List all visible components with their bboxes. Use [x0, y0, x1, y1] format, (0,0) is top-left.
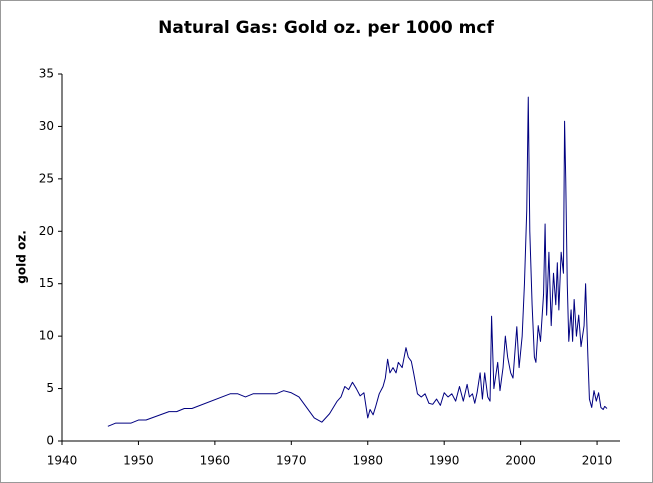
y-axis-label: gold oz. — [15, 230, 29, 284]
y-tick-label: 30 — [39, 119, 54, 133]
chart-title: Natural Gas: Gold oz. per 1000 mcf — [158, 18, 494, 38]
x-tick-label: 1960 — [200, 454, 231, 468]
x-tick-label: 1970 — [276, 454, 307, 468]
y-tick-label: 5 — [46, 381, 54, 395]
y-tick-label: 0 — [46, 434, 54, 448]
data-line — [107, 96, 608, 427]
x-tick-label: 1940 — [47, 454, 78, 468]
y-tick-label: 35 — [39, 67, 54, 81]
y-tick-label: 25 — [39, 171, 54, 185]
x-tick-label: 1990 — [429, 454, 460, 468]
x-tick-label: 1980 — [352, 454, 383, 468]
y-tick-label: 15 — [39, 276, 54, 290]
x-tick-label: 2010 — [582, 454, 613, 468]
x-tick-label: 2000 — [505, 454, 536, 468]
x-tick-label: 1950 — [123, 454, 154, 468]
y-tick-label: 20 — [39, 224, 54, 238]
y-tick-label: 10 — [39, 329, 54, 343]
